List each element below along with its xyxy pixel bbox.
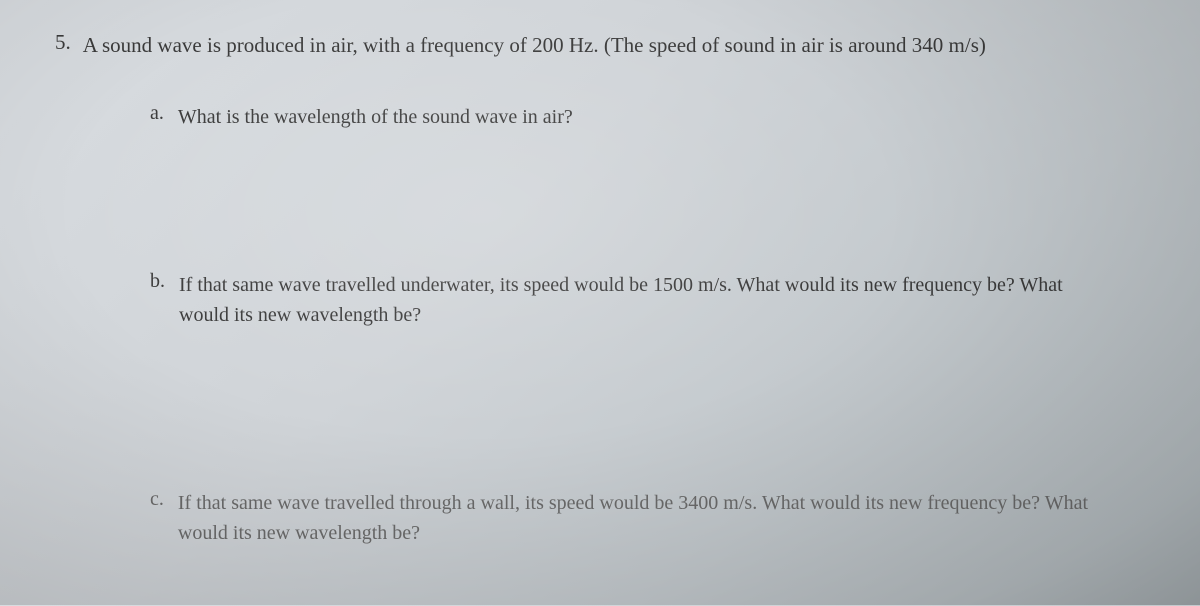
- sub-text-c: If that same wave travelled through a wa…: [178, 488, 1100, 548]
- question-number: 5.: [55, 30, 71, 55]
- worksheet-page: 5. A sound wave is produced in air, with…: [0, 0, 1200, 606]
- sub-text-a: What is the wavelength of the sound wave…: [178, 102, 573, 132]
- answer-space-b: [55, 358, 1130, 488]
- sub-question-c: c. If that same wave travelled through a…: [150, 488, 1130, 548]
- question-text: A sound wave is produced in air, with a …: [83, 30, 986, 62]
- sub-letter-c: c.: [150, 488, 164, 511]
- sub-letter-b: b.: [150, 270, 165, 293]
- sub-letter-a: a.: [150, 102, 164, 125]
- sub-text-b: If that same wave travelled underwater, …: [179, 270, 1100, 330]
- question-main: 5. A sound wave is produced in air, with…: [55, 30, 1130, 62]
- sub-question-b: b. If that same wave travelled underwate…: [150, 270, 1130, 330]
- answer-space-a: [55, 160, 1130, 270]
- sub-question-a: a. What is the wavelength of the sound w…: [150, 102, 1130, 132]
